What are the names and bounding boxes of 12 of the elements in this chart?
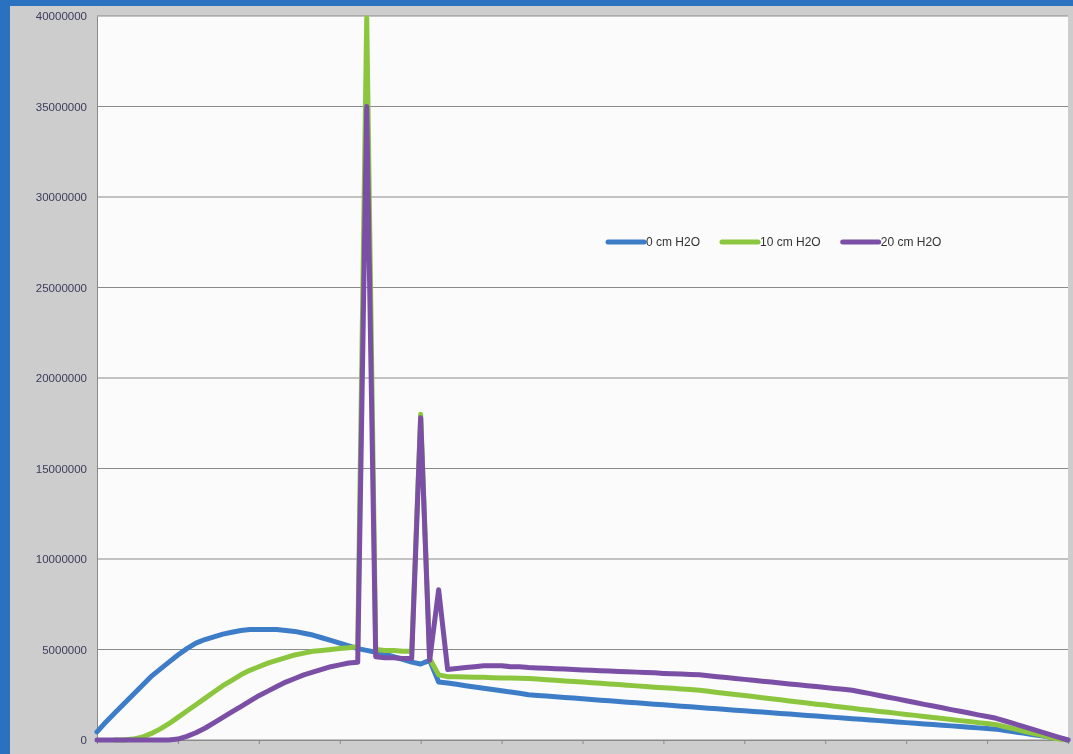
y-tick-label: 5000000 [42, 643, 87, 656]
y-tick-label: 30000000 [35, 191, 87, 204]
y-tick-label: 10000000 [35, 553, 87, 566]
y-tick-label: 40000000 [35, 10, 87, 23]
legend-label: 10 cm H2O [760, 235, 821, 249]
y-tick-label: 20000000 [35, 372, 87, 385]
y-tick-label: 0 [80, 734, 87, 747]
legend-label: 0 cm H2O [646, 235, 701, 249]
y-tick-label: 25000000 [35, 281, 87, 294]
y-tick-label: 35000000 [35, 100, 87, 113]
legend-label: 20 cm H2O [880, 235, 942, 249]
y-tick-label: 15000000 [35, 462, 87, 475]
